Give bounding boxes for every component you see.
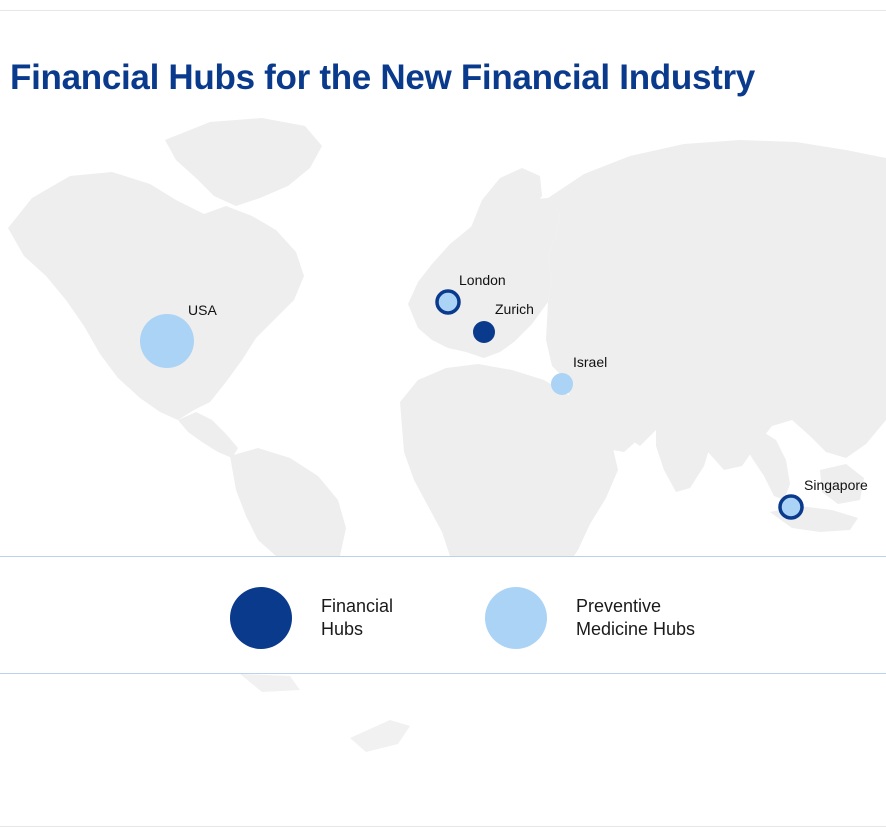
land-southeast-asia bbox=[742, 430, 790, 500]
land-asia bbox=[546, 140, 886, 470]
label-london: London bbox=[459, 272, 506, 288]
land-japan bbox=[856, 262, 876, 322]
land-arabia bbox=[566, 380, 640, 452]
map-labels: USA London Zurich Israel Singapore bbox=[188, 272, 868, 493]
legend-financial-line1: Financial bbox=[321, 596, 394, 616]
land-africa bbox=[400, 364, 618, 556]
bottom-divider bbox=[0, 826, 886, 827]
marker-israel[interactable] bbox=[551, 373, 573, 395]
land-borneo bbox=[820, 464, 864, 504]
legend-preventive-line1: Preventive bbox=[576, 596, 662, 616]
preventive-hub-swatch-icon bbox=[485, 587, 547, 649]
land-north-america bbox=[8, 172, 304, 420]
legend-financial-line2: Hubs bbox=[321, 619, 364, 639]
land-greenland bbox=[165, 118, 322, 206]
land-central-america bbox=[178, 412, 238, 458]
legend-item-financial: Financial Hubs bbox=[230, 587, 393, 649]
land-europe bbox=[408, 198, 560, 358]
legend: Financial Hubs Preventive Medicine Hubs bbox=[0, 556, 886, 674]
marker-usa[interactable] bbox=[140, 314, 194, 368]
label-usa: USA bbox=[188, 302, 217, 318]
label-israel: Israel bbox=[573, 354, 607, 370]
marker-london[interactable] bbox=[435, 289, 461, 315]
financial-hub-swatch-icon bbox=[230, 587, 292, 649]
land-faint-south-2 bbox=[350, 720, 410, 752]
land-scandinavia bbox=[470, 168, 542, 238]
label-singapore: Singapore bbox=[804, 477, 868, 493]
top-divider bbox=[0, 10, 886, 11]
legend-item-preventive: Preventive Medicine Hubs bbox=[485, 587, 695, 649]
legend-preventive-line2: Medicine Hubs bbox=[576, 619, 696, 639]
land-faint-south bbox=[240, 674, 300, 692]
marker-singapore[interactable] bbox=[778, 494, 804, 520]
land-india bbox=[656, 410, 712, 492]
label-zurich: Zurich bbox=[495, 301, 534, 317]
legend-label-preventive: Preventive Medicine Hubs bbox=[576, 595, 695, 641]
continents bbox=[8, 118, 886, 752]
map-markers bbox=[140, 289, 804, 520]
legend-label-financial: Financial Hubs bbox=[321, 595, 393, 641]
land-south-america bbox=[230, 448, 346, 556]
page-title: Financial Hubs for the New Financial Ind… bbox=[10, 58, 755, 97]
marker-zurich[interactable] bbox=[473, 321, 495, 343]
